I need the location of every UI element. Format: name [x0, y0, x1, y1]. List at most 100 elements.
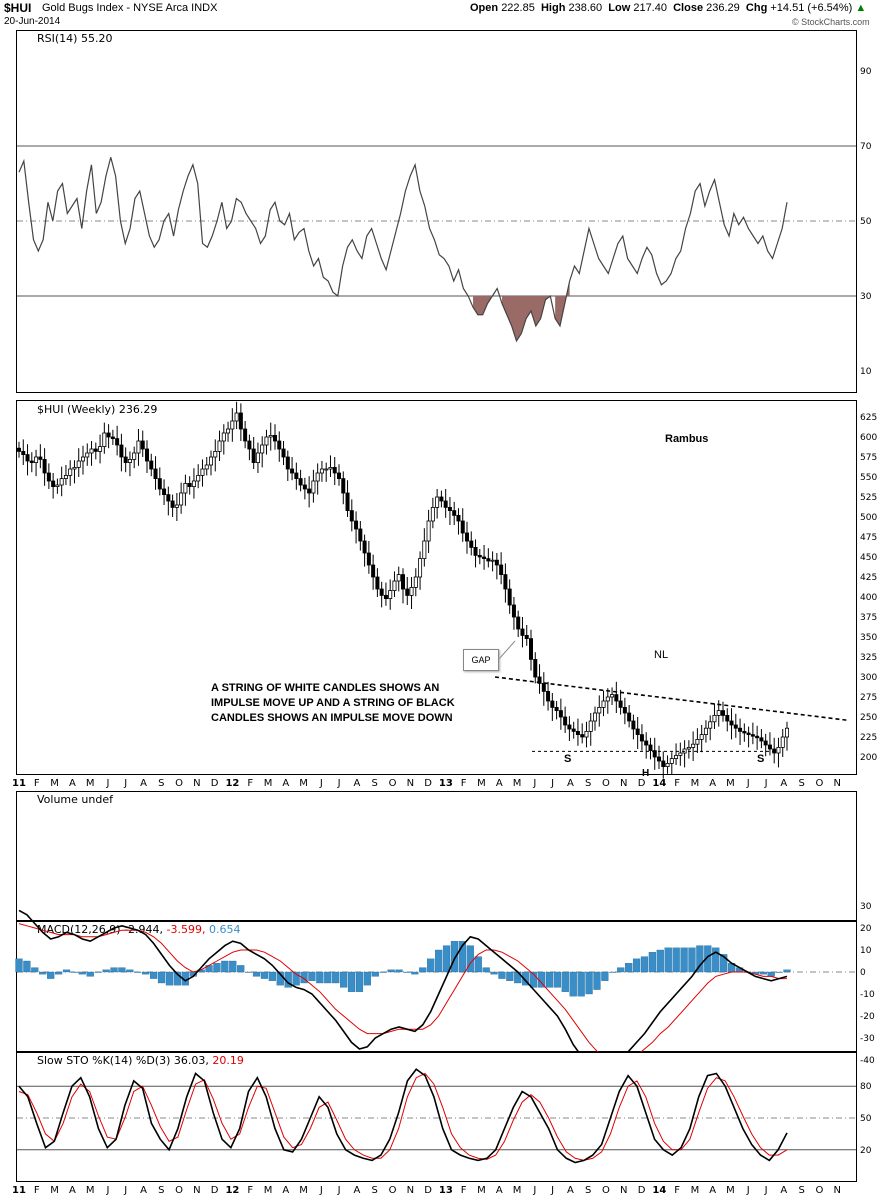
macd-hist-bar: [672, 947, 680, 973]
black-candle: [349, 510, 354, 522]
price-tick-label: 500: [860, 513, 877, 523]
white-candle: [588, 720, 593, 732]
white-candle: [174, 504, 179, 508]
black-candle: [140, 440, 145, 450]
black-candle: [763, 740, 768, 746]
white-candle: [716, 710, 721, 716]
macd-hist-bar: [70, 971, 79, 973]
black-candle: [759, 737, 764, 742]
close-value: 236.29: [706, 2, 740, 14]
stochastic-plot: 80 50 20: [17, 1068, 872, 1164]
macd-hist-bar: [704, 945, 712, 973]
black-candle: [464, 532, 469, 542]
macd-hist-bar: [268, 971, 276, 981]
x-axis-month-label: M: [299, 1185, 308, 1196]
black-candle: [21, 451, 26, 456]
macd-plot: 30 20 10 0 -10 -20 -30 -40: [15, 902, 875, 1070]
black-candle: [614, 694, 619, 702]
white-candle: [324, 468, 329, 471]
black-candle: [29, 460, 34, 464]
white-candle: [230, 420, 235, 430]
price-tick-label: 225: [860, 733, 877, 743]
x-axis-month-label: S: [158, 778, 165, 789]
white-candle: [221, 432, 226, 442]
macd-hist-bar: [157, 971, 166, 984]
black-candle: [550, 700, 555, 708]
white-candle: [268, 435, 273, 438]
low-label: Low: [608, 2, 631, 14]
black-candle: [16, 447, 21, 452]
price-tick-label: 475: [860, 533, 877, 543]
black-candle: [272, 435, 277, 442]
black-candle: [302, 484, 307, 490]
x-axis-month-label: F: [33, 1185, 40, 1196]
price-tick-label: 325: [860, 653, 877, 663]
white-candle: [204, 464, 209, 470]
rsi-plot: 90 70 50 30 10: [17, 67, 872, 377]
macd-hist-bar: [379, 971, 387, 973]
x-axis-month-label: N: [833, 1185, 841, 1196]
x-axis-month-label: F: [460, 1185, 467, 1196]
black-candle: [285, 456, 290, 470]
impulse-annotation: A STRING OF WHITE CANDLES SHOWS AN IMPUL…: [211, 681, 455, 726]
chg-value: +14.51 (+6.54%): [770, 2, 853, 14]
white-candle: [780, 736, 785, 748]
x-axis-month-label: J: [764, 1185, 768, 1196]
ohlc-row: Open 222.85 High 238.60 Low 217.40 Close…: [470, 2, 866, 14]
macd-hist-bar: [545, 971, 554, 988]
macd-tick-label: 10: [860, 946, 872, 956]
macd-hist-bar: [363, 971, 371, 986]
black-candle: [366, 552, 371, 566]
macd-hist-bar: [775, 971, 783, 973]
x-axis-month-label: F: [247, 1185, 254, 1196]
black-candle: [110, 436, 115, 440]
white-candle: [315, 472, 320, 482]
macd-hist-bar: [395, 969, 403, 973]
x-axis-month-label: N: [193, 1185, 201, 1196]
x-axis-month-label: M: [477, 778, 486, 789]
x-axis-month-label: M: [726, 778, 735, 789]
black-candle: [170, 500, 175, 508]
signal-value: -3.599,: [166, 923, 206, 936]
white-candle: [213, 451, 218, 458]
high-label: High: [540, 2, 566, 14]
x-axis-month-label: M: [85, 778, 95, 789]
macd-hist-bar: [142, 971, 150, 975]
white-candle: [55, 484, 60, 487]
white-candle: [98, 446, 103, 452]
rsi-tick-label: 10: [860, 367, 872, 377]
white-candle: [396, 574, 401, 582]
white-candle: [255, 452, 260, 464]
macd-hist-bar: [680, 947, 688, 973]
macd-hist-bar: [688, 947, 696, 973]
macd-hist-bar: [490, 971, 498, 975]
black-candle: [622, 706, 627, 714]
open-value: 222.85: [501, 2, 535, 14]
price-tick-label: 550: [860, 473, 877, 483]
black-candle: [149, 460, 154, 470]
white-candle: [76, 460, 81, 468]
black-candle: [648, 744, 653, 751]
white-candle: [81, 456, 86, 462]
white-candle: [597, 706, 602, 714]
black-candle: [153, 468, 158, 479]
black-candle: [277, 440, 282, 450]
black-candle: [375, 576, 380, 590]
macd-hist-bar: [39, 971, 47, 975]
white-candle: [264, 436, 269, 446]
x-axis-month-label: O: [815, 1185, 824, 1196]
macd-hist-bar: [450, 941, 459, 973]
black-candle: [119, 444, 124, 458]
black-candle: [486, 558, 491, 562]
macd-hist-bar: [340, 971, 348, 988]
black-candle: [567, 724, 572, 730]
white-candle: [691, 743, 696, 748]
x-axis-month-label: D: [210, 778, 219, 789]
white-candle: [59, 478, 64, 486]
white-candle: [388, 590, 393, 600]
black-candle: [371, 564, 376, 578]
black-candle: [652, 750, 657, 758]
white-candle: [593, 712, 598, 722]
black-candle: [725, 714, 730, 722]
macd-hist-bar: [31, 967, 39, 973]
